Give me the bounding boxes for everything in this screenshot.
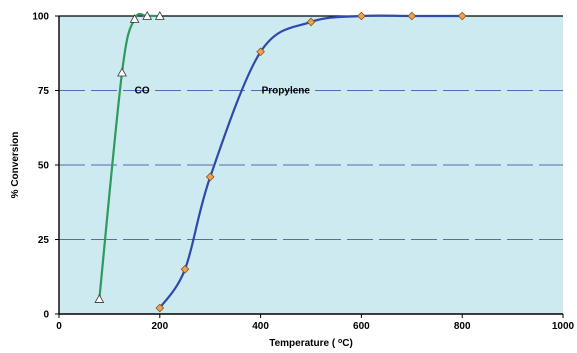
x-axis-title-unit: C) bbox=[342, 338, 353, 349]
point-propylene-2 bbox=[205, 172, 215, 182]
x-tick-label-0: 0 bbox=[56, 321, 62, 332]
x-tick-label-200: 200 bbox=[151, 321, 168, 332]
series-line-propylene bbox=[158, 14, 463, 309]
point-propylene-4 bbox=[306, 17, 316, 27]
x-tick-label-600: 600 bbox=[353, 321, 370, 332]
point-propylene-1 bbox=[180, 265, 190, 274]
x-axis-title: Temperature ( oC) bbox=[269, 338, 353, 350]
x-tick-label-1000: 1000 bbox=[552, 321, 575, 332]
x-tick-label-800: 800 bbox=[454, 321, 471, 332]
point-propylene-7 bbox=[457, 11, 467, 21]
y-tick-label-0: 0 bbox=[43, 310, 49, 321]
y-tick-labels: 0 25 50 75 100 bbox=[32, 12, 49, 321]
point-propylene-6 bbox=[407, 11, 417, 21]
x-axis-title-main: Temperature ( bbox=[269, 338, 338, 349]
y-axis-title: % Conversion bbox=[10, 132, 21, 199]
point-co-3 bbox=[142, 10, 153, 20]
series-label-propylene: Propylene bbox=[262, 85, 311, 96]
y-tick-label-25: 25 bbox=[38, 235, 50, 246]
point-propylene-0 bbox=[155, 303, 165, 313]
point-propylene-5 bbox=[357, 11, 366, 21]
y-tick-label-75: 75 bbox=[38, 86, 50, 97]
series-labels: CO Propylene bbox=[135, 85, 311, 96]
x-axis-title-degree: o bbox=[338, 338, 342, 345]
y-tick-label-50: 50 bbox=[38, 161, 50, 172]
grid-lines bbox=[59, 90, 563, 240]
point-co-2 bbox=[129, 13, 140, 23]
series-layer bbox=[94, 10, 467, 313]
y-tick-label-100: 100 bbox=[32, 12, 49, 23]
x-tick-labels: 0 200 400 600 800 1000 bbox=[56, 321, 574, 332]
point-propylene-3 bbox=[256, 47, 265, 57]
x-tick-label-400: 400 bbox=[252, 321, 269, 332]
series-label-co: CO bbox=[135, 85, 150, 96]
point-co-1 bbox=[117, 67, 127, 77]
point-co-0 bbox=[94, 294, 105, 303]
point-co-4 bbox=[154, 10, 165, 20]
